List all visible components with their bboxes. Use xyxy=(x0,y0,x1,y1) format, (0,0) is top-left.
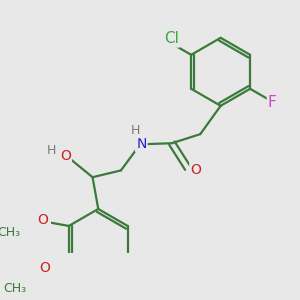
Text: CH₃: CH₃ xyxy=(3,282,26,295)
Text: O: O xyxy=(60,149,71,163)
Text: Cl: Cl xyxy=(164,32,179,46)
Text: O: O xyxy=(40,261,50,275)
Text: H: H xyxy=(131,124,140,137)
Text: O: O xyxy=(190,164,201,177)
Text: F: F xyxy=(268,95,277,110)
Text: CH₃: CH₃ xyxy=(0,226,20,239)
Text: H: H xyxy=(47,143,56,157)
Text: O: O xyxy=(37,213,48,227)
Text: N: N xyxy=(136,137,146,151)
